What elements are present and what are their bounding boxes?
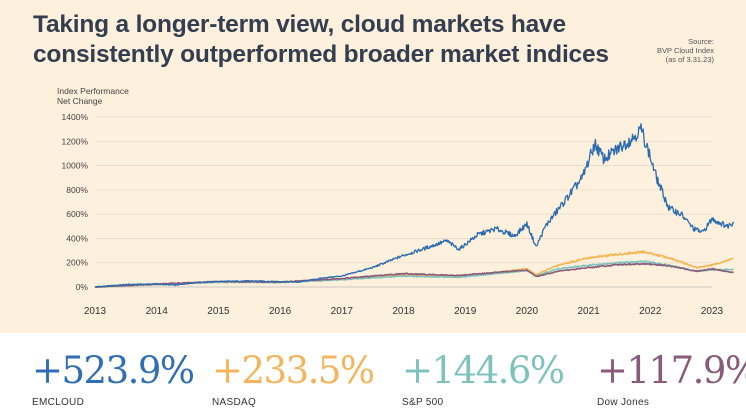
source-note: Source: BVP Cloud Index (as of 3.31.23) [657, 37, 714, 64]
gridlines [95, 116, 712, 288]
line-chart: Index Performance Net Change 1400%1200%1… [57, 86, 735, 317]
y-tick-label: 600% [66, 209, 88, 219]
stat-value: +117.9% [597, 349, 746, 392]
stat-value: +233.5% [212, 349, 375, 392]
y-tick-label: 1400% [62, 112, 89, 122]
y-tick-label: 1000% [62, 161, 89, 171]
x-tick-label: 2019 [454, 306, 477, 317]
y-tick-label: 1200% [62, 136, 89, 146]
page-title: Taking a longer-term view, cloud markets… [33, 11, 609, 68]
series-lines [94, 123, 735, 289]
series-line-emcloud [94, 123, 735, 288]
y-tick-label: 200% [66, 258, 88, 268]
stat-value: +144.6% [402, 349, 565, 392]
stat-value: +523.9% [32, 349, 195, 392]
y-tick-label: 400% [66, 233, 88, 243]
x-tick-label: 2020 [516, 306, 539, 317]
y-axis-label-line-2: Net Change [57, 96, 103, 106]
source-line-3: (as of 3.31.23) [665, 55, 714, 64]
y-axis-ticks: 1400% 1200% 1000% 800% 600% 400% 200% 0% [62, 112, 89, 292]
x-axis-ticks: 2013 2014 2015 2016 2017 2018 2019 2020 2021 2022… [84, 306, 724, 317]
stat-label: S&P 500 [402, 397, 444, 408]
stat-dow-jones: +117.9% Dow Jones [597, 349, 746, 409]
x-tick-label: 2014 [146, 306, 169, 317]
x-tick-label: 2023 [701, 306, 724, 317]
x-tick-label: 2016 [269, 306, 292, 317]
chart-panel: Taking a longer-term view, cloud markets… [33, 11, 735, 317]
stat-nasdaq: +233.5% NASDAQ [212, 349, 375, 409]
x-tick-label: 2021 [577, 306, 600, 317]
source-line-1: Source: [688, 37, 714, 46]
y-tick-label: 0% [76, 282, 89, 292]
stat-label: EMCLOUD [32, 397, 85, 408]
x-tick-label: 2015 [207, 306, 230, 317]
source-line-2: BVP Cloud Index [657, 46, 714, 55]
x-tick-label: 2022 [639, 306, 662, 317]
stat-label: Dow Jones [597, 397, 650, 408]
x-tick-label: 2018 [392, 306, 415, 317]
stat-label: NASDAQ [212, 397, 257, 408]
y-tick-label: 800% [66, 185, 88, 195]
stat-sp500: +144.6% S&P 500 [402, 349, 565, 409]
stats-panel: +523.9% EMCLOUD +233.5% NASDAQ +144.6% S… [0, 333, 746, 417]
y-axis-label-line-1: Index Performance [57, 86, 129, 96]
x-tick-label: 2017 [331, 306, 354, 317]
x-tick-label: 2013 [84, 306, 107, 317]
stat-emcloud: +523.9% EMCLOUD [32, 349, 195, 409]
